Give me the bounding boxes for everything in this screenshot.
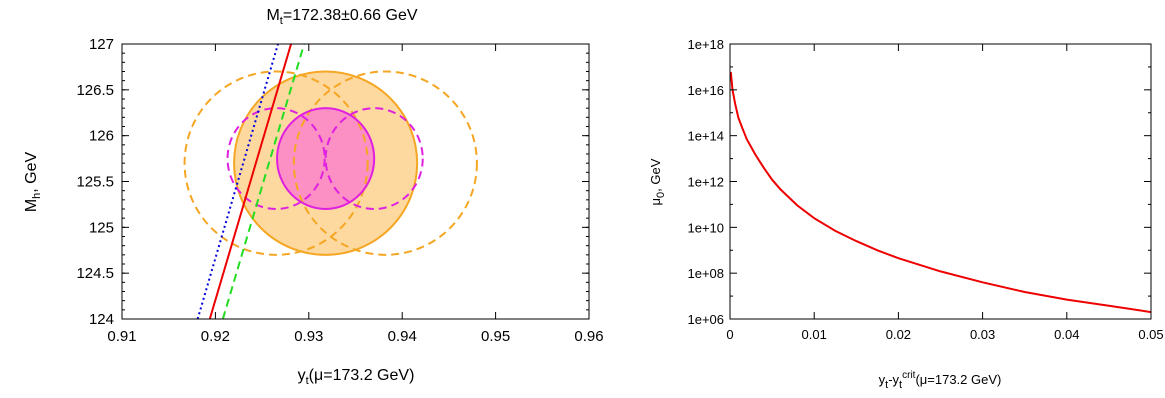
x-tick-label: 0.05 xyxy=(1138,327,1163,342)
y-tick-label: 125 xyxy=(89,219,114,236)
right-frame xyxy=(729,43,1152,320)
y-tick-label: 1e+12 xyxy=(687,175,724,190)
contour-solid-3 xyxy=(276,107,376,210)
x-tick-label: 0.92 xyxy=(201,328,230,345)
y-tick-label: 124.5 xyxy=(76,265,114,282)
y-tick-label: 1e+06 xyxy=(687,312,724,327)
contour-dashed-4 xyxy=(226,107,326,210)
y-tick-label: 1e+10 xyxy=(687,220,724,235)
y-tick-label: 126 xyxy=(89,128,114,145)
right-x-axis: 0 0.01 0.02 0.03 0.04 0.05 xyxy=(726,44,1164,342)
right-y-axis: 1e+06 1e+08 1e+10 1e+12 1e+14 1e+16 1e+18 xyxy=(687,37,1151,327)
contour-solid-0 xyxy=(233,70,419,256)
contour-dashed-2 xyxy=(292,70,478,256)
line-dashed-2 xyxy=(221,44,306,319)
right-y-axis-label: μ0, GeV xyxy=(648,158,667,205)
x-tick-label: 0 xyxy=(726,327,733,342)
y-tick-label: 124 xyxy=(89,311,114,328)
x-tick-label: 0.04 xyxy=(1054,327,1079,342)
left-y-axis-label: Mh, GeV xyxy=(23,151,43,212)
left-panel: Mt=172.38±0.66 GeV 0.91 0.92 0.93 0.94 0.95 0… xyxy=(23,7,604,387)
y-tick-label: 1e+18 xyxy=(687,37,724,52)
contour-dashed-5 xyxy=(324,107,424,210)
x-tick-label: 0.03 xyxy=(970,327,995,342)
y-tick-label: 1e+08 xyxy=(687,266,724,281)
left-y-axis: 124 124.5 125 125.5 126 126.5 127 xyxy=(76,36,589,328)
x-tick-label: 0.02 xyxy=(886,327,911,342)
right-x-axis-label: yt-ytcrit(μ=173.2 GeV) xyxy=(879,370,1002,391)
x-tick-label: 0.91 xyxy=(107,328,136,345)
y-tick-label: 125.5 xyxy=(76,174,114,191)
y-tick-label: 1e+14 xyxy=(687,129,724,144)
left-x-axis: 0.91 0.92 0.93 0.94 0.95 0.96 xyxy=(107,44,604,345)
y-tick-label: 1e+16 xyxy=(687,83,724,98)
contour-dashed-1 xyxy=(183,70,369,256)
x-tick-label: 0.96 xyxy=(574,328,603,345)
right-panel: 0 0.01 0.02 0.03 0.04 0.05 1e+061e+081e+101e+… xyxy=(648,37,1164,391)
left-x-axis-label: yt(μ=173.2 GeV) xyxy=(298,367,415,387)
line-solid-1 xyxy=(208,44,293,319)
left-title: Mt=172.38±0.66 GeV xyxy=(266,7,417,27)
x-tick-label: 0.95 xyxy=(481,328,510,345)
x-tick-label: 0.94 xyxy=(388,328,417,345)
left-plot-area xyxy=(183,44,478,319)
y-tick-label: 127 xyxy=(89,36,114,53)
x-tick-label: 0.01 xyxy=(802,327,827,342)
series-line-0 xyxy=(730,71,1151,314)
y-tick-label: 126.5 xyxy=(76,82,114,99)
right-plot-area xyxy=(730,71,1151,314)
x-tick-label: 0.93 xyxy=(294,328,323,345)
